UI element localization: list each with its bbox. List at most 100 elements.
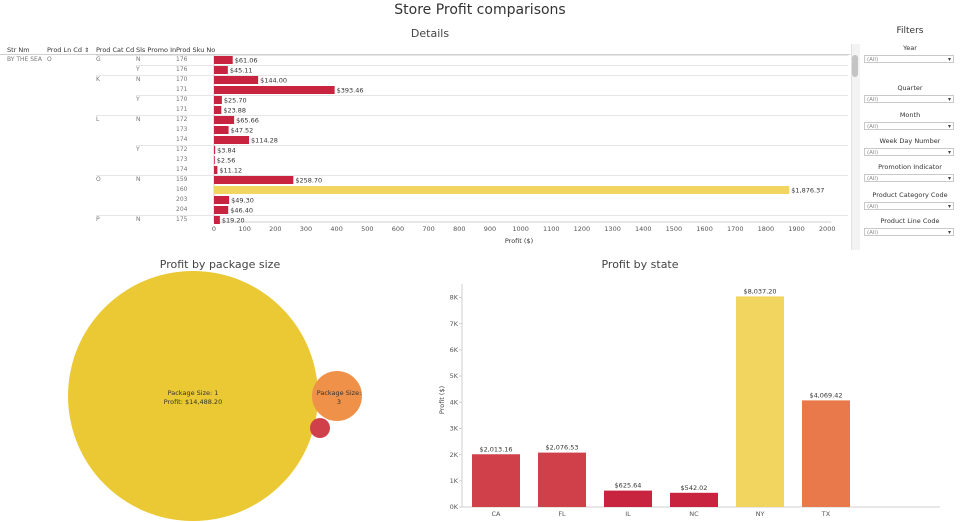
details-x-tick-label: 1400: [635, 225, 652, 233]
chevron-down-icon[interactable]: ▾: [947, 229, 951, 236]
details-bar[interactable]: [214, 126, 229, 134]
col-header-prod-ln-cd[interactable]: Prod Ln Cd ⇕: [47, 46, 89, 54]
details-bar[interactable]: [214, 156, 215, 164]
bubble-1-label-line1: Package Size: 1: [168, 389, 219, 397]
col-header-sls-promo-in[interactable]: Sls Promo In: [136, 46, 177, 54]
filter-select-value: (All): [867, 176, 879, 182]
subgroup-separator: [136, 65, 848, 66]
details-bar[interactable]: [214, 116, 235, 124]
promo-indicator-cell: N: [136, 76, 141, 83]
filter-select-year[interactable]: (All) ▾: [864, 55, 954, 63]
details-bar[interactable]: [214, 56, 233, 64]
details-x-axis-label: Profit ($): [504, 237, 534, 245]
chevron-down-icon[interactable]: ▾: [947, 149, 951, 156]
state-bar-tx[interactable]: [802, 400, 850, 507]
state-x-tick-label: CA: [492, 510, 502, 518]
details-bar[interactable]: [214, 106, 222, 114]
state-bar-nc[interactable]: [670, 492, 718, 507]
sku-cell: 174: [176, 166, 188, 173]
details-bar[interactable]: [214, 216, 220, 224]
details-bar-label: $144.00: [260, 77, 287, 85]
details-bar-label: $258.70: [295, 177, 322, 185]
filter-select-week-day-number[interactable]: (All) ▾: [864, 148, 954, 156]
details-x-tick-label: 0: [212, 225, 216, 233]
details-scrollbar[interactable]: [851, 44, 860, 250]
chevron-down-icon[interactable]: ▾: [947, 123, 951, 130]
sku-cell: 159: [176, 176, 188, 183]
details-x-tick-label: 1900: [788, 225, 805, 233]
details-bar[interactable]: [214, 136, 250, 144]
store-name-cell: BY THE SEA: [7, 56, 42, 63]
chevron-down-icon[interactable]: ▾: [947, 96, 951, 103]
chevron-down-icon[interactable]: ▾: [947, 56, 951, 63]
details-bar[interactable]: [214, 166, 218, 174]
sort-icon[interactable]: ⇕: [84, 47, 90, 54]
col-header-str-nm[interactable]: Str Nm: [7, 46, 30, 54]
state-bar-fl[interactable]: [538, 452, 586, 507]
details-bar[interactable]: [214, 76, 259, 84]
details-bar-label: $1,876.37: [791, 187, 824, 195]
details-x-tick-label: 300: [300, 225, 312, 233]
filter-select-promotion-indicator[interactable]: (All) ▾: [864, 174, 954, 182]
bubble-package-size-1[interactable]: [68, 271, 318, 521]
bubble-package-size-other[interactable]: [310, 418, 330, 438]
group-separator: [96, 115, 848, 116]
details-x-tick-label: 900: [484, 225, 496, 233]
details-bar[interactable]: [214, 186, 790, 194]
sku-cell: 176: [176, 66, 188, 73]
details-bar-label: $47.52: [231, 127, 254, 135]
filter-select-product-line-code[interactable]: (All) ▾: [864, 228, 954, 236]
filter-label-promotion-indicator: Promotion Indicator: [878, 163, 942, 171]
state-y-tick-label: 8K: [450, 294, 459, 302]
state-bar-ca[interactable]: [472, 454, 520, 507]
bubble-3-label-line1: Package Size:: [317, 389, 362, 397]
filter-select-month[interactable]: (All) ▾: [864, 122, 954, 130]
state-y-tick-label: 3K: [450, 425, 459, 433]
details-x-tick-label: 1700: [727, 225, 744, 233]
details-bar[interactable]: [214, 66, 228, 74]
details-bar[interactable]: [214, 86, 335, 94]
group-separator: [96, 215, 848, 216]
details-bar-label: $3.84: [217, 147, 236, 155]
state-bar-ny[interactable]: [736, 296, 784, 507]
details-bar[interactable]: [214, 96, 222, 104]
sku-cell: 203: [176, 196, 188, 203]
details-bar[interactable]: [214, 146, 216, 154]
details-bar-label: $11.12: [219, 167, 242, 175]
filter-label-product-line-code: Product Line Code: [880, 217, 940, 225]
bubble-package-size-3[interactable]: [312, 371, 362, 421]
state-y-tick-label: 2K: [450, 451, 459, 459]
details-title: Details: [410, 27, 450, 40]
chevron-down-icon[interactable]: ▾: [947, 175, 951, 182]
details-bar[interactable]: [214, 206, 229, 214]
filter-select-value: (All): [867, 150, 879, 156]
state-chart-title: Profit by state: [601, 258, 679, 271]
state-bar-il[interactable]: [604, 490, 652, 507]
sku-cell: 160: [176, 186, 188, 193]
details-x-tick-label: 1800: [758, 225, 775, 233]
filter-select-quarter[interactable]: (All) ▾: [864, 95, 954, 103]
details-scrollbar-thumb[interactable]: [852, 55, 858, 77]
category-code-cell: O: [96, 176, 101, 183]
line-code-cell: O: [47, 56, 52, 63]
promo-indicator-cell: N: [136, 56, 141, 63]
details-x-tick-label: 1300: [604, 225, 621, 233]
state-y-tick-label: 7K: [450, 320, 459, 328]
state-x-tick-label: IL: [625, 510, 631, 518]
filters-title: Filters: [896, 26, 924, 36]
state-y-tick-label: 4K: [450, 398, 459, 406]
filter-select-product-category-code[interactable]: (All) ▾: [864, 202, 954, 210]
sku-cell: 170: [176, 76, 188, 83]
details-bar[interactable]: [214, 196, 230, 204]
dashboard-title: Store Profit comparisons: [394, 2, 566, 18]
details-bar[interactable]: [214, 176, 294, 184]
category-code-cell: K: [96, 76, 100, 83]
col-header-prod-cat-cd[interactable]: Prod Cat Cd: [96, 46, 135, 54]
details-x-tick-label: 2000: [819, 225, 836, 233]
details-clip-band: [90, 222, 840, 225]
chevron-down-icon[interactable]: ▾: [947, 203, 951, 210]
sku-cell: 171: [176, 106, 188, 113]
filter-select-value: (All): [867, 57, 879, 63]
col-header-prod-sku-no[interactable]: Prod Sku No: [176, 46, 216, 54]
sku-cell: 174: [176, 136, 188, 143]
